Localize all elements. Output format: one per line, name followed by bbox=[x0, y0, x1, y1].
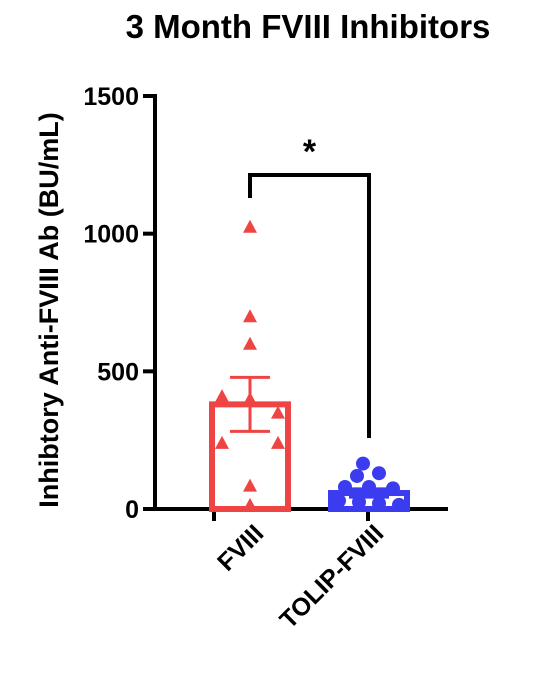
triangle-point bbox=[243, 336, 257, 350]
circle-point bbox=[356, 456, 370, 471]
axes: 0 500 1000 1500 bbox=[83, 83, 448, 524]
circle-point bbox=[392, 497, 406, 512]
triangle-point bbox=[243, 391, 257, 405]
triangle-point bbox=[243, 309, 257, 323]
x-tick-label: FVIII bbox=[212, 519, 269, 576]
triangle-point bbox=[243, 219, 257, 233]
circle-point bbox=[338, 479, 352, 494]
chart-title: 3 Month FVIII Inhibitors bbox=[126, 8, 491, 45]
circle-point bbox=[386, 481, 400, 496]
circle-point bbox=[332, 493, 346, 508]
triangle-point bbox=[215, 435, 229, 449]
triangle-point bbox=[243, 478, 257, 492]
data-points bbox=[215, 219, 406, 512]
bars bbox=[209, 401, 410, 513]
triangle-point bbox=[271, 435, 285, 449]
circle-point bbox=[350, 468, 364, 483]
x-tick-labels: FVIII TOLIP-FVIII bbox=[212, 519, 389, 634]
y-tick-label: 1000 bbox=[83, 221, 139, 249]
triangle-point bbox=[271, 405, 285, 419]
y-tick-label: 0 bbox=[125, 496, 139, 524]
circle-point bbox=[372, 466, 386, 481]
x-tick-label: TOLIP-FVIII bbox=[275, 519, 390, 634]
triangle-point bbox=[243, 497, 257, 511]
error-bars bbox=[230, 375, 389, 499]
significance-star: * bbox=[303, 133, 317, 171]
circle-point bbox=[352, 495, 366, 510]
circle-point bbox=[372, 496, 386, 511]
significance-bracket: * bbox=[248, 133, 371, 438]
circle-point bbox=[362, 479, 376, 494]
y-axis-label: Inhibtory Anti-FVIII Ab (BU/mL) bbox=[34, 112, 64, 507]
y-tick-label: 1500 bbox=[83, 83, 139, 111]
y-tick-label: 500 bbox=[97, 358, 139, 386]
triangle-point bbox=[215, 389, 229, 403]
bracket-line bbox=[248, 173, 371, 438]
